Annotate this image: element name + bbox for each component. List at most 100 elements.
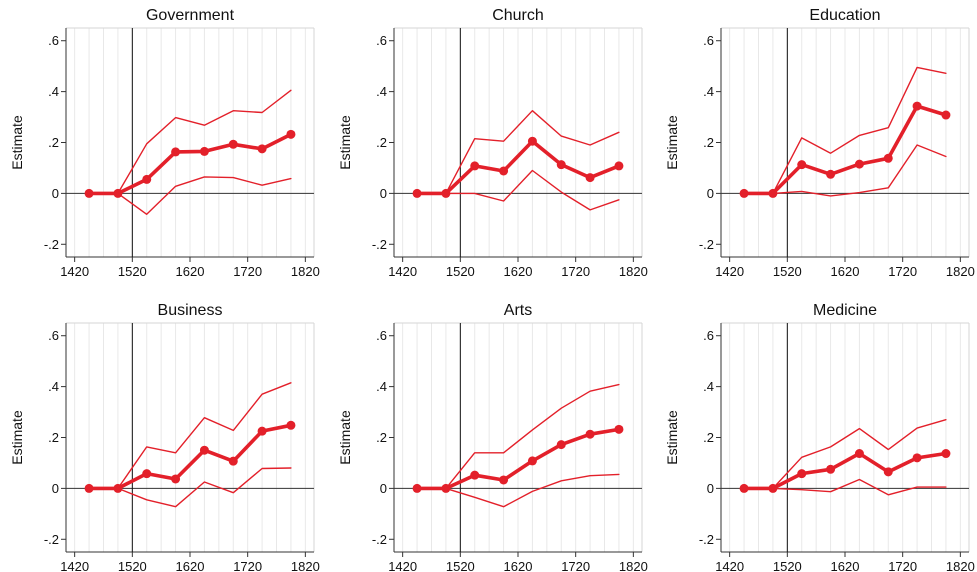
y-axis-label: Estimate [9,115,25,170]
data-point [826,464,836,474]
y-axis-label: Estimate [664,115,680,170]
series-line-estimate [742,104,948,196]
y-tick-label: -.2 [372,532,387,547]
y-tick-label: .4 [376,84,387,99]
x-tick-label: 1620 [176,559,205,572]
data-point [171,474,181,484]
y-tick-label: -.2 [699,532,714,547]
x-tick-label: 1420 [60,264,89,279]
x-tick-label: 1420 [388,559,417,572]
data-point [228,456,238,466]
data-point [768,483,778,493]
data-point [113,483,123,493]
y-tick-label: .2 [376,135,387,150]
data-point [499,166,509,176]
y-tick-label: -.2 [44,237,59,252]
x-tick-label: 1720 [888,264,917,279]
x-tick-label: 1620 [504,559,533,572]
y-tick-label: .2 [376,430,387,445]
data-point [739,188,749,198]
y-tick-label: 0 [380,481,387,496]
data-point [826,169,836,179]
x-tick-label: 1520 [446,559,475,572]
data-point [883,467,893,477]
x-tick-label: 1520 [773,559,802,572]
x-tick-label: 1620 [504,264,533,279]
y-axis-label: Estimate [9,410,25,465]
y-tick-label: .2 [48,135,59,150]
y-tick-label: -.2 [372,237,387,252]
series-line-lower [743,478,947,496]
series-line-upper [743,419,947,490]
series-line-upper [88,382,292,490]
x-tick-label: 1520 [446,264,475,279]
panel-title: Church [492,7,544,24]
x-tick-label: 1520 [118,264,147,279]
data-point [854,159,864,169]
y-axis-label: Estimate [337,410,353,465]
y-tick-label: 0 [52,481,59,496]
data-point [286,420,296,430]
y-tick-label: 0 [380,186,387,201]
data-point [470,470,480,480]
series-line-lower [743,144,947,197]
y-tick-label: .2 [48,430,59,445]
x-tick-label: 1720 [561,264,590,279]
series-line-upper [416,109,620,195]
y-tick-label: 0 [707,481,714,496]
series-line-lower [416,169,620,211]
panel-title: Arts [504,302,532,319]
y-axis-label: Estimate [664,410,680,465]
x-tick-label: 1720 [888,559,917,572]
x-tick-label: 1520 [118,559,147,572]
data-point [585,173,595,183]
data-point [556,160,566,170]
data-point [585,429,595,439]
series-line-lower [88,467,292,508]
data-point [912,453,922,463]
x-tick-label: 1620 [176,264,205,279]
x-tick-label: 1620 [831,559,860,572]
y-tick-label: .4 [48,379,59,394]
data-point [199,445,209,455]
x-tick-label: 1820 [619,264,648,279]
x-tick-label: 1820 [946,559,975,572]
y-tick-label: .2 [703,430,714,445]
series-line-estimate [415,427,621,491]
data-point [412,483,422,493]
data-point [84,483,94,493]
x-tick-label: 1420 [715,559,744,572]
panel-church: Church -.2 0 .2 .4 .6 1420 1520 1620 1720 1820 Esti… [337,7,648,279]
panel-title: Business [158,302,223,319]
y-tick-label: .4 [48,84,59,99]
y-axis-label: Estimate [337,115,353,170]
x-tick-label: 1720 [233,559,262,572]
series-line-estimate [742,451,948,491]
data-point [797,469,807,479]
data-point [441,483,451,493]
data-point [941,449,951,459]
data-point [113,188,123,198]
data-point [556,440,566,450]
data-point [286,129,296,139]
data-point [171,147,181,157]
data-point [614,424,624,434]
x-tick-label: 1420 [388,264,417,279]
panel-education: Education -.2 0 .2 .4 .6 1420 1520 1620 1720 1820 E… [664,7,975,279]
y-tick-label: 0 [52,186,59,201]
x-tick-label: 1820 [291,559,320,572]
y-tick-label: .2 [703,135,714,150]
data-point [527,136,537,146]
series-line-estimate [87,423,293,491]
data-point [470,161,480,171]
x-tick-label: 1520 [773,264,802,279]
data-point [739,483,749,493]
data-point [768,188,778,198]
data-point [441,188,451,198]
data-point [84,188,94,198]
data-point [912,101,922,111]
series-line-lower [416,473,620,508]
series-line-upper [416,383,620,490]
y-tick-label: .6 [48,33,59,48]
